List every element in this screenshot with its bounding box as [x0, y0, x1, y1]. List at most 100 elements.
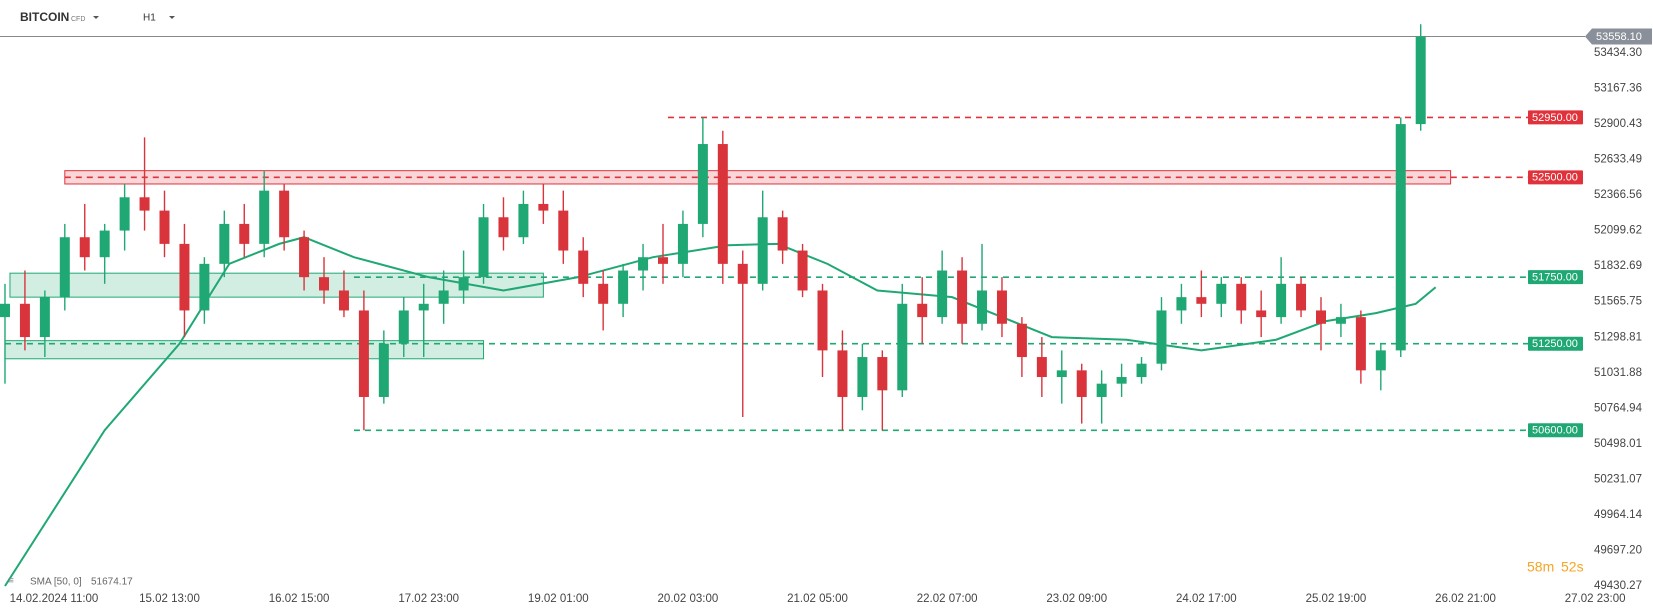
candle-body [1016, 323, 1027, 358]
level-tag-label: 52950.00 [1532, 112, 1578, 124]
level-tag [1528, 270, 1583, 285]
candle-body [917, 303, 928, 318]
candle-body [1355, 317, 1366, 371]
level-tag [1528, 423, 1583, 438]
x-tick-label: 23.02 09:00 [1046, 593, 1107, 605]
y-tick-label: 52099.62 [1594, 225, 1642, 237]
candle-body [937, 270, 948, 318]
candle-body [179, 243, 190, 311]
candle-body [219, 223, 230, 264]
candle-body [458, 277, 469, 291]
candle-body [498, 217, 509, 238]
x-tick-label: 26.02 21:00 [1435, 593, 1496, 605]
timer-seconds: 52s [1561, 559, 1584, 575]
candle-body [239, 223, 250, 244]
candle-body [717, 144, 728, 264]
candle-body [279, 190, 290, 238]
x-tick-label: 19.02 01:00 [528, 593, 589, 605]
y-tick-label: 50231.07 [1594, 473, 1642, 485]
candle-body [797, 250, 808, 291]
level-tag-label: 50600.00 [1532, 425, 1578, 437]
candle-body [638, 257, 649, 271]
candle-body [1375, 350, 1386, 371]
y-tick-label: 49430.27 [1594, 580, 1642, 592]
candle-body [1136, 363, 1147, 378]
timer-minutes: 58m [1527, 559, 1554, 575]
x-tick-label: 16.02 15:00 [269, 593, 330, 605]
x-tick-label: 21.02 05:00 [787, 593, 848, 605]
candle-body [757, 217, 768, 284]
sma-legend-name: SMA [50, 0] [30, 577, 82, 588]
candle-body [119, 197, 130, 231]
candle-body [957, 270, 968, 324]
indicator-icon[interactable]: ≡ [8, 576, 14, 587]
candle-body [1276, 283, 1287, 318]
candle-body [398, 310, 409, 344]
candle-body [737, 263, 748, 284]
candle-body [598, 283, 609, 304]
timeframe-dropdown[interactable] [169, 16, 175, 19]
candle-body [1236, 283, 1247, 311]
x-tick-label: 24.02 17:00 [1176, 593, 1237, 605]
candle-body [877, 357, 888, 391]
candle-body [897, 303, 908, 391]
sma-legend-value: 51674.17 [91, 577, 133, 588]
candle-body [1116, 377, 1127, 384]
candle-body [59, 237, 70, 298]
level-tag [1528, 110, 1583, 125]
x-tick-label: 14.02.2024 11:00 [10, 593, 99, 605]
candle-body [478, 217, 489, 278]
y-tick-label: 51298.81 [1594, 331, 1642, 343]
y-tick-label: 49697.20 [1594, 544, 1642, 556]
level-tag-label: 52500.00 [1532, 172, 1578, 184]
candle-body [578, 250, 589, 284]
y-tick-label: 52633.49 [1594, 154, 1642, 166]
y-tick-label: 51832.69 [1594, 260, 1642, 272]
candle-body [1256, 310, 1267, 318]
candle-body [977, 290, 988, 324]
candle-body [538, 203, 549, 211]
y-tick-label: 51565.75 [1594, 296, 1642, 308]
x-tick-label: 25.02 19:00 [1306, 593, 1367, 605]
candle-body [657, 257, 668, 264]
candle-body [1036, 357, 1047, 378]
candle-body [338, 290, 349, 311]
x-tick-label: 17.02 23:00 [398, 593, 459, 605]
candle-body [697, 144, 708, 224]
y-tick-label: 50498.01 [1594, 438, 1642, 450]
timeframe[interactable]: H1 [143, 13, 156, 24]
candle-body [777, 217, 788, 251]
symbol-dropdown[interactable] [93, 16, 99, 19]
candle-body [0, 303, 10, 318]
y-tick-label: 51031.88 [1594, 367, 1642, 379]
level-tag [1528, 336, 1583, 351]
candle-body [1216, 283, 1227, 304]
x-tick-label: 15.02 13:00 [139, 593, 200, 605]
x-tick-label: 27.02 23:00 [1565, 593, 1626, 605]
candle-body [857, 357, 868, 397]
candle-body [677, 223, 688, 264]
x-tick-label: 22.02 07:00 [917, 593, 978, 605]
x-tick-label: 20.02 03:00 [658, 593, 719, 605]
candle-body [19, 303, 30, 338]
level-tag-label: 51750.00 [1532, 272, 1578, 284]
current-price-tag [1585, 28, 1652, 45]
candle-body [199, 263, 210, 311]
candle-body [319, 277, 330, 291]
candle-body [79, 237, 90, 258]
instrument-type: CFD [71, 16, 85, 23]
y-tick-label: 49964.14 [1594, 509, 1643, 521]
candle-body [358, 310, 369, 397]
candle-body [1176, 297, 1187, 311]
candle-body [1076, 370, 1087, 397]
symbol[interactable]: BITCOIN [20, 10, 69, 24]
candle-body [378, 343, 389, 397]
candle-body [159, 210, 170, 244]
candle-body [418, 303, 429, 311]
candle-body [618, 270, 629, 304]
candle-body [996, 290, 1007, 324]
candle-body [1315, 310, 1326, 324]
candle-body [259, 190, 270, 244]
